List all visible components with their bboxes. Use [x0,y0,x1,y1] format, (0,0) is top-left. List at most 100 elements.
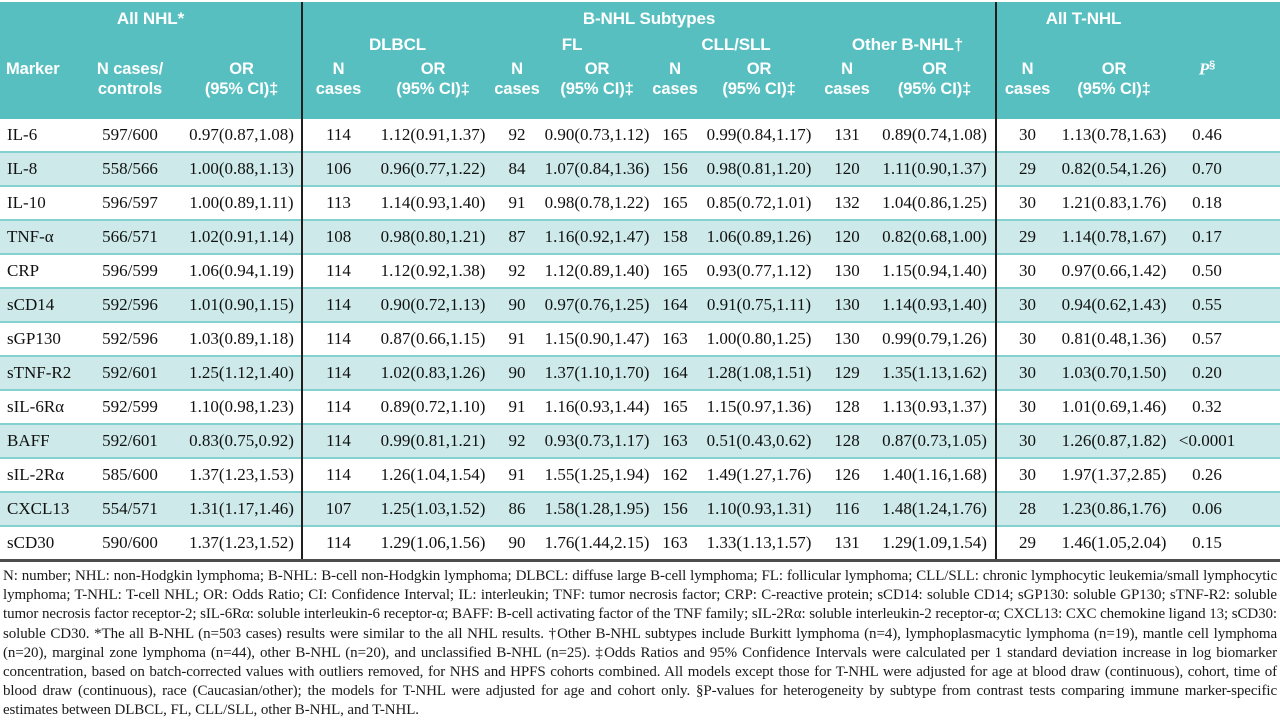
cell-t-nhl-or-ci: 1.23(0.86,1.76) [1061,499,1167,518]
col-fl-or-ci: OR (95% CI)‡ [542,57,652,119]
group-b-nhl-subtypes: B-NHL Subtypes [300,2,997,32]
col-t-nhl-or-ci: OR (95% CI)‡ [1058,57,1171,119]
header-column-row: Marker N cases/ controls OR (95% CI)‡ N … [0,57,1280,119]
cell-other-b-nhl-n-cases: 130 [834,295,860,314]
cell-t-nhl-or-ci: 1.46(1.05,2.04) [1061,533,1167,552]
cell-t-nhl-n-cases: 29 [995,152,1059,186]
table-row: sGP130 592/596 1.03(0.89,1.18) 114 0.87(0.66… [0,322,1280,356]
cell-p-value: 0.50 [1192,261,1222,280]
cell-all-nhl-or-ci: 1.10(0.98,1.23) [189,397,294,416]
col-all-nhl-or-ci: OR (95% CI)‡ [182,57,302,119]
cell-cll-sll-n-cases: 165 [662,261,688,280]
cell-marker: sCD30 [7,533,55,552]
cell-dlbcl-n-cases: 114 [301,322,374,356]
cell-other-b-nhl-or-ci: 1.11(0.90,1.37) [882,159,987,178]
cell-all-nhl-or-ci: 0.97(0.87,1.08) [189,125,294,144]
table-row: IL-10 596/597 1.00(0.89,1.11) 113 1.14(0.93,… [0,186,1280,220]
subtype-spacer-left [0,32,302,57]
cell-other-b-nhl-or-ci: 1.13(0.93,1.37) [882,397,987,416]
cell-all-nhl-n-cases-controls: 566/571 [102,227,158,246]
cell-fl-or-ci: 0.98(0.78,1.22) [544,193,650,212]
cell-dlbcl-or-ci: 0.99(0.81,1.21) [380,431,486,450]
cell-other-b-nhl-n-cases: 130 [834,329,860,348]
cell-dlbcl-n-cases: 114 [301,424,374,458]
cell-marker: IL-6 [7,125,38,144]
cell-dlbcl-or-ci: 1.25(1.03,1.52) [380,499,486,518]
cell-dlbcl-n-cases: 114 [301,356,374,390]
cell-other-b-nhl-n-cases: 131 [834,533,860,552]
p-label: P [1198,59,1210,79]
cell-cll-sll-or-ci: 1.28(1.08,1.51) [706,363,812,382]
cell-cll-sll-n-cases: 158 [662,227,688,246]
cell-dlbcl-or-ci: 0.87(0.66,1.15) [380,329,486,348]
cell-fl-n-cases: 91 [508,465,526,484]
col-marker: Marker [0,57,78,119]
table-row: sTNF-R2 592/601 1.25(1.12,1.40) 114 1.02(0.8… [0,356,1280,390]
cell-marker: CRP [7,261,40,280]
cell-other-b-nhl-or-ci: 0.99(0.79,1.26) [882,329,987,348]
table-row: sCD30 590/600 1.37(1.23,1.52) 114 1.29(1.06,… [0,526,1280,561]
col-t-nhl-n-cases: N cases [995,57,1059,119]
cell-p-value: 0.17 [1192,227,1222,246]
cell-all-nhl-n-cases-controls: 590/600 [102,533,158,552]
cell-cll-sll-n-cases: 156 [662,499,688,518]
cell-all-nhl-n-cases-controls: 558/566 [102,159,158,178]
cell-t-nhl-or-ci: 1.01(0.69,1.46) [1061,397,1167,416]
col-other-b-nhl-or-ci: OR (95% CI)‡ [874,57,997,119]
cell-all-nhl-or-ci: 1.02(0.91,1.14) [189,227,294,246]
cell-other-b-nhl-or-ci: 0.82(0.68,1.00) [882,227,987,246]
col-cll-sll-or-ci: OR (95% CI)‡ [698,57,820,119]
cell-t-nhl-or-ci: 1.14(0.78,1.67) [1061,227,1167,246]
cell-t-nhl-or-ci: 1.21(0.83,1.76) [1061,193,1167,212]
cell-other-b-nhl-n-cases: 129 [834,363,860,382]
group-spacer [1170,2,1280,32]
cell-marker: TNF-α [7,227,54,246]
cell-dlbcl-n-cases: 114 [301,526,374,561]
cell-fl-or-ci: 1.37(1.10,1.70) [544,363,650,382]
cell-marker: sIL-2Rα [7,465,65,484]
header-group-row: All NHL* B-NHL Subtypes All T-NHL [0,2,1280,32]
cell-dlbcl-n-cases: 107 [301,492,374,526]
cell-all-nhl-or-ci: 1.03(0.89,1.18) [189,329,294,348]
cell-t-nhl-n-cases: 29 [995,526,1059,561]
cell-t-nhl-n-cases: 30 [995,186,1059,220]
cell-dlbcl-or-ci: 1.02(0.83,1.26) [380,363,486,382]
subtype-other-b-nhl: Other B-NHL† [820,32,997,57]
subtype-fl: FL [492,32,652,57]
subtype-dlbcl: DLBCL [301,32,492,57]
cell-other-b-nhl-n-cases: 126 [834,465,860,484]
cell-other-b-nhl-or-ci: 0.87(0.73,1.05) [882,431,987,450]
cell-other-b-nhl-or-ci: 1.15(0.94,1.40) [882,261,987,280]
cell-fl-n-cases: 86 [508,499,526,518]
cell-dlbcl-or-ci: 1.14(0.93,1.40) [380,193,486,212]
cell-dlbcl-or-ci: 0.96(0.77,1.22) [380,159,486,178]
cell-other-b-nhl-or-ci: 1.04(0.86,1.25) [882,193,987,212]
cell-all-nhl-or-ci: 1.37(1.23,1.53) [189,465,294,484]
cell-all-nhl-or-ci: 0.83(0.75,0.92) [189,431,294,450]
col-dlbcl-n-cases: N cases [301,57,374,119]
cell-fl-or-ci: 0.93(0.73,1.17) [544,431,650,450]
cell-marker: sIL-6Rα [7,397,65,416]
cell-other-b-nhl-or-ci: 1.14(0.93,1.40) [882,295,987,314]
col-other-b-nhl-n-cases: N cases [820,57,874,119]
cell-fl-or-ci: 1.12(0.89,1.40) [544,261,650,280]
cell-t-nhl-n-cases: 30 [995,119,1059,152]
cell-other-b-nhl-n-cases: 132 [834,193,860,212]
cell-all-nhl-n-cases-controls: 592/599 [102,397,158,416]
table-row: CRP 596/599 1.06(0.94,1.19) 114 1.12(0.92,1.… [0,254,1280,288]
cell-fl-n-cases: 91 [508,329,526,348]
cell-t-nhl-or-ci: 1.13(0.78,1.63) [1061,125,1167,144]
cell-fl-n-cases: 90 [508,363,526,382]
cell-cll-sll-or-ci: 0.99(0.84,1.17) [706,125,812,144]
cell-all-nhl-or-ci: 1.37(1.23,1.52) [189,533,294,552]
cell-fl-or-ci: 1.15(0.90,1.47) [544,329,650,348]
cell-other-b-nhl-n-cases: 128 [834,431,860,450]
cell-cll-sll-or-ci: 0.98(0.81,1.20) [706,159,812,178]
cell-fl-or-ci: 1.07(0.84,1.36) [544,159,650,178]
cell-dlbcl-or-ci: 1.12(0.91,1.37) [380,125,486,144]
cell-other-b-nhl-or-ci: 1.48(1.24,1.76) [882,499,987,518]
cell-cll-sll-n-cases: 162 [662,465,688,484]
cell-dlbcl-n-cases: 113 [301,186,374,220]
cell-all-nhl-or-ci: 1.01(0.90,1.15) [189,295,294,314]
cell-fl-n-cases: 84 [508,159,526,178]
